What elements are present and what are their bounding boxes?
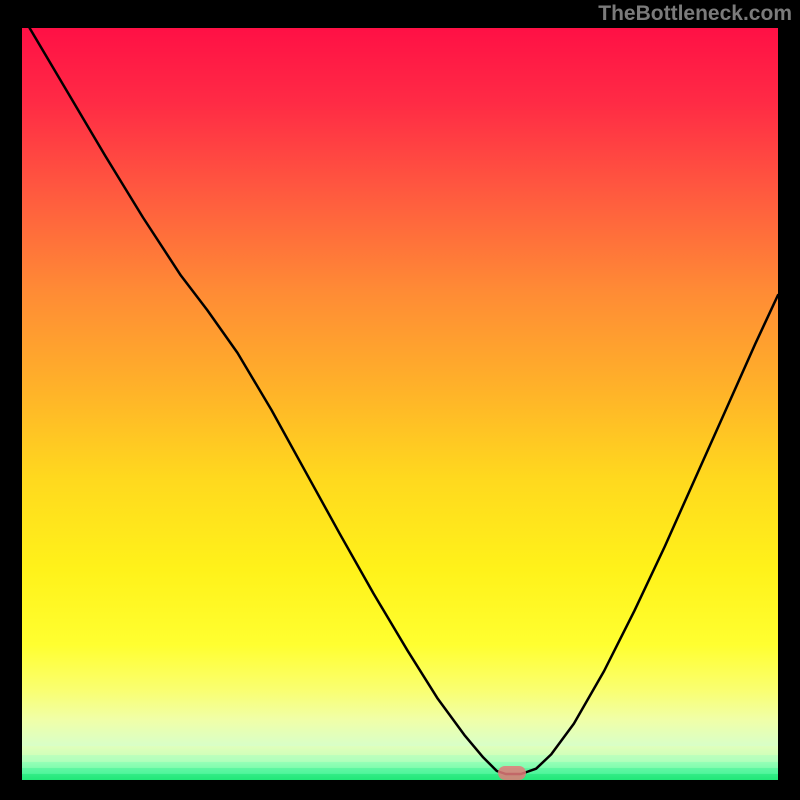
watermark-text: TheBottleneck.com bbox=[598, 2, 792, 26]
min-marker bbox=[498, 766, 526, 780]
plot-area bbox=[22, 28, 778, 780]
chart-container: TheBottleneck.com bbox=[0, 0, 800, 800]
bottleneck-chart bbox=[0, 0, 800, 800]
bottom-bands bbox=[22, 746, 778, 780]
